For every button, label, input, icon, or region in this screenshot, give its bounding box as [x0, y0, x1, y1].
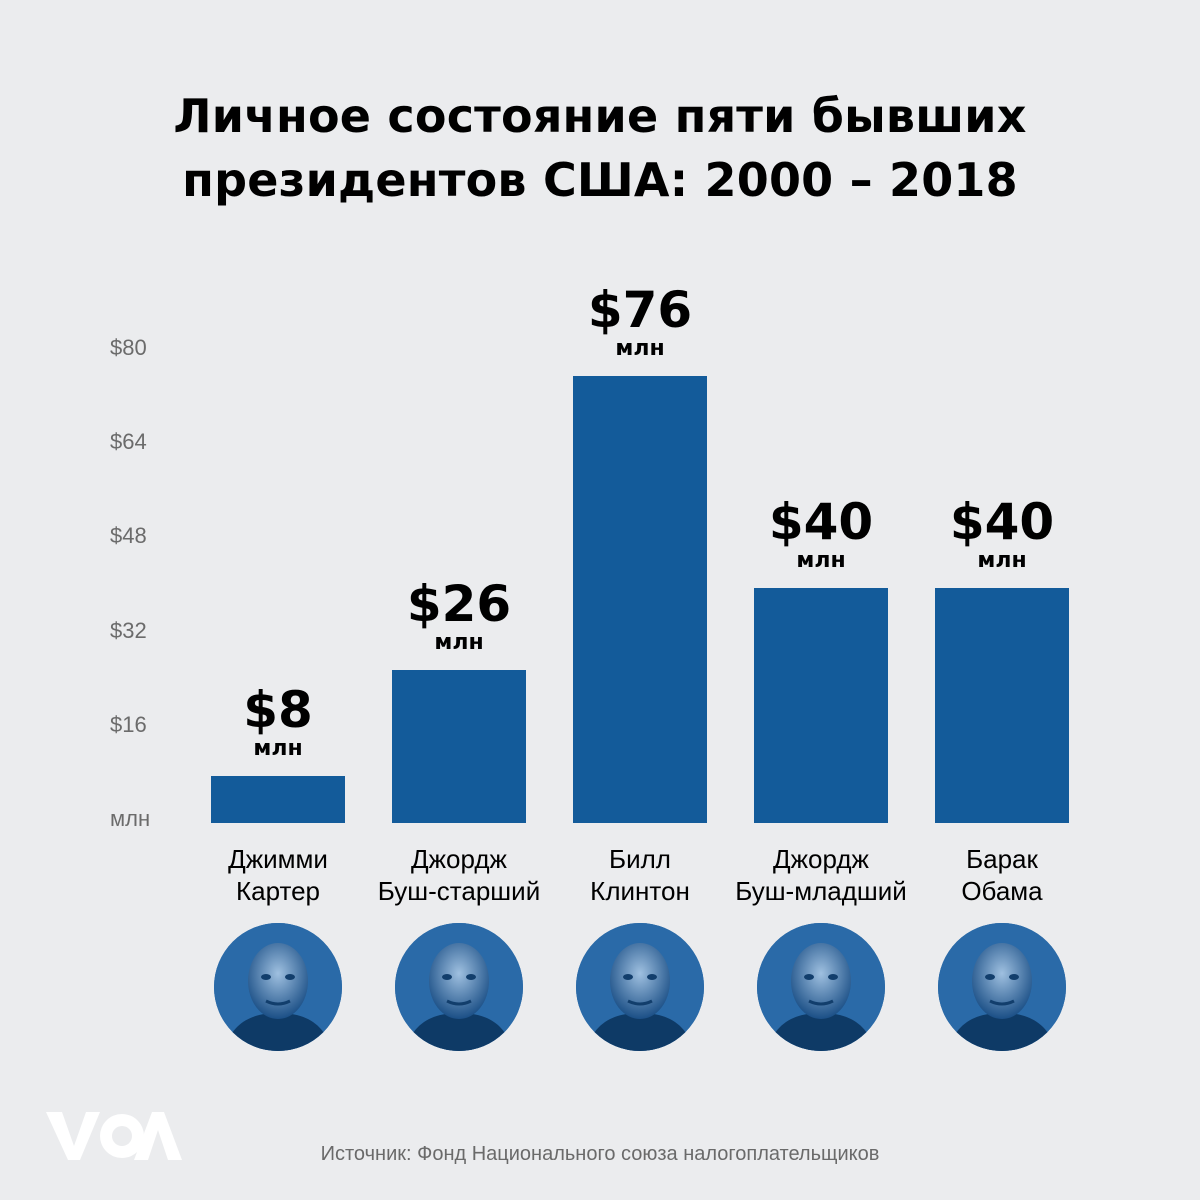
y-tick-label: $32 — [110, 617, 147, 643]
voa-logo — [46, 1112, 182, 1160]
y-tick-label: $16 — [110, 711, 147, 737]
bar — [211, 775, 345, 823]
category-label: Джордж Буш-младший — [721, 843, 921, 907]
data-label: $40 млн — [769, 496, 873, 574]
category-label: Билл Клинтон — [540, 843, 740, 907]
bar — [392, 669, 526, 823]
data-label: $76 млн — [588, 284, 692, 362]
portrait-photo — [757, 923, 885, 1051]
portrait-photo — [938, 923, 1066, 1051]
category-label: Джордж Буш-старший — [359, 843, 559, 907]
bar — [754, 587, 888, 823]
data-label-unit: млн — [434, 629, 484, 655]
category-label-line: Буш-младший — [735, 876, 907, 906]
bar — [935, 587, 1069, 823]
category-label-line: Билл — [609, 844, 671, 874]
data-label-unit: млн — [615, 335, 665, 361]
data-label-amount: $26 — [406, 574, 512, 633]
category-label-line: Картер — [235, 876, 321, 906]
title-line-1: Личное состояние пяти бывших — [173, 89, 1027, 143]
category-label-line: Клинтон — [590, 876, 690, 906]
bar — [573, 375, 707, 823]
title-line-2: президентов США: 2000 – 2018 — [182, 153, 1018, 207]
data-label-amount: $40 — [949, 492, 1055, 551]
y-tick-label: $64 — [110, 429, 147, 455]
data-label-unit: млн — [796, 547, 846, 573]
portrait-photo — [214, 923, 342, 1051]
category-label-line: Джордж — [773, 844, 869, 874]
portrait-photo — [395, 923, 523, 1051]
portrait-photo — [576, 923, 704, 1051]
category-label-line: Обама — [961, 876, 1043, 906]
category-label: Джимми Картер — [178, 843, 378, 907]
chart-title: Личное состояние пяти бывших президентов… — [0, 84, 1200, 212]
data-label-amount: $76 — [587, 280, 693, 339]
data-label: $40 млн — [950, 496, 1054, 574]
category-label-line: Джимми — [228, 844, 328, 874]
category-label-line: Джордж — [411, 844, 507, 874]
y-tick-label: млн — [110, 806, 151, 831]
data-label: $26 млн — [407, 578, 511, 656]
data-label-unit: млн — [253, 735, 303, 761]
category-label-line: Буш-старший — [377, 876, 541, 906]
category-label: Барак Обама — [902, 843, 1102, 907]
data-label-unit: млн — [977, 547, 1027, 573]
data-label: $8 млн — [243, 684, 313, 762]
category-label-line: Барак — [966, 844, 1038, 874]
source-note: Источник: Фонд Национального союза налог… — [320, 1143, 880, 1165]
y-tick-label: $48 — [110, 523, 147, 549]
y-tick-label: $80 — [110, 335, 147, 360]
data-label-amount: $8 — [243, 680, 313, 739]
data-label-amount: $40 — [768, 492, 874, 551]
